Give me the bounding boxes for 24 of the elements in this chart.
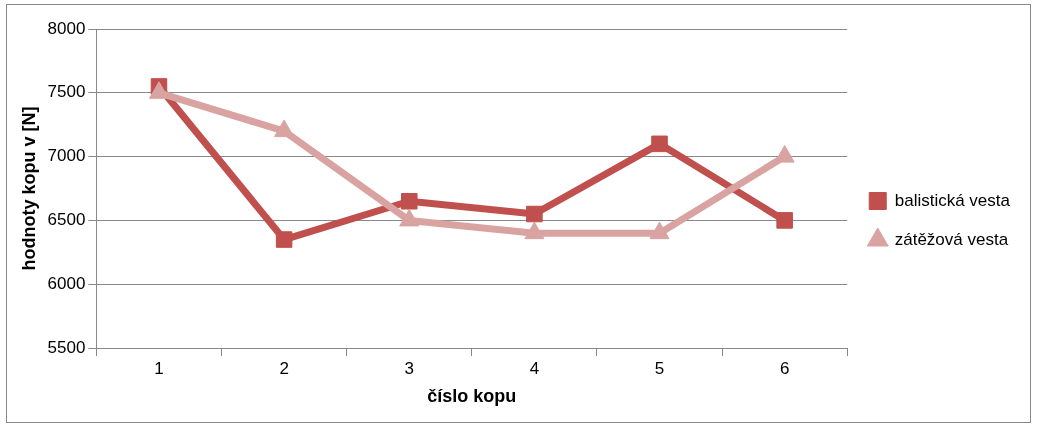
point: [776, 212, 793, 229]
point: [275, 231, 293, 248]
x-tick-label: 1: [154, 358, 164, 378]
x-tick-label: 4: [529, 358, 540, 378]
y-tick-label: 7500: [47, 82, 86, 102]
point: [774, 145, 795, 163]
y-tick-label: 8000: [47, 18, 86, 38]
x-tick-label: 2: [279, 358, 289, 378]
y-tick-label: 5500: [47, 337, 86, 357]
point: [274, 119, 295, 138]
point: [400, 192, 418, 210]
x-tick-label: 5: [654, 358, 665, 378]
x-tick-label: 3: [404, 358, 414, 378]
x-axis-title: číslo kopu: [427, 386, 517, 407]
x-tick-label: 6: [779, 358, 790, 378]
legend-label: zátěžová vesta: [894, 229, 1009, 249]
point: [651, 135, 668, 153]
y-tick-label: 7000: [47, 146, 86, 166]
legend-label: balistická vesta: [894, 190, 1011, 210]
y-axis-title: hodnoty kopu v [N]: [18, 106, 39, 271]
point: [148, 81, 170, 99]
point: [526, 205, 543, 223]
y-tick-label: 6500: [47, 210, 86, 230]
y-tick-label: 6000: [47, 273, 86, 293]
